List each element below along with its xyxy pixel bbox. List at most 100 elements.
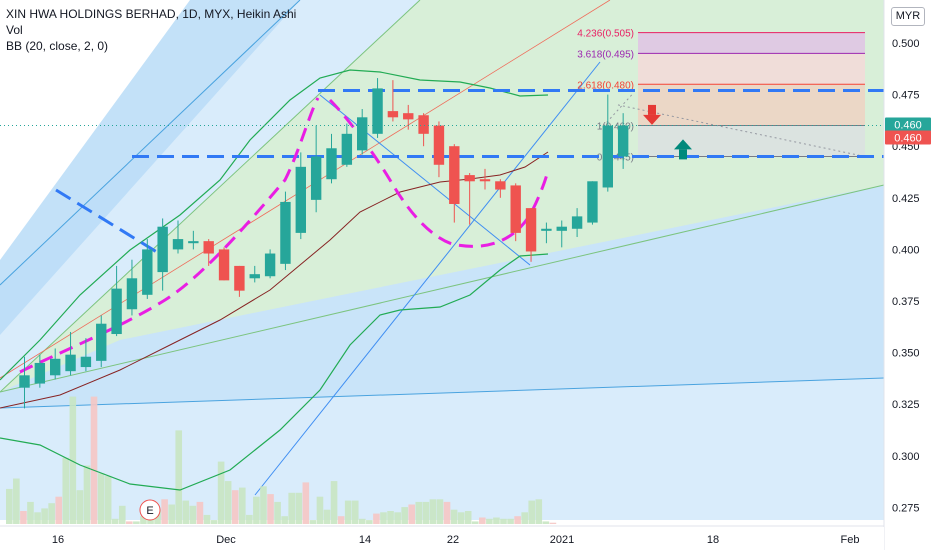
- bullish-candle[interactable]: [34, 362, 46, 384]
- down-trend-line: [319, 94, 531, 266]
- volume-bar: [48, 503, 55, 524]
- time-tick-label: 14: [359, 534, 371, 546]
- volume-bar: [309, 520, 317, 524]
- price-tick-label: 0.425: [892, 193, 920, 205]
- bullish-candle[interactable]: [80, 356, 92, 368]
- volume-bar: [380, 512, 387, 524]
- volume-bar: [436, 499, 444, 524]
- bullish-candle[interactable]: [310, 156, 322, 200]
- candles-layer[interactable]: [19, 78, 629, 409]
- bullish-candle[interactable]: [126, 278, 138, 310]
- volume-bar: [500, 518, 507, 524]
- symbol-title[interactable]: XIN HWA HOLDINGS BERHAD, 1D, MYX, Heikin…: [6, 7, 297, 21]
- volume-bar: [471, 521, 479, 524]
- volume-bar: [111, 518, 119, 524]
- volume-bar: [457, 512, 465, 524]
- bearish-candle[interactable]: [510, 185, 521, 233]
- volume-bar: [231, 490, 239, 524]
- volume-bar: [521, 512, 528, 524]
- volume-bar: [288, 492, 295, 524]
- earnings-event-marker[interactable]: [139, 499, 161, 521]
- volume-bar: [359, 518, 366, 524]
- bullish-candle[interactable]: [295, 166, 306, 233]
- bearish-candle[interactable]: [218, 249, 230, 281]
- bb-lower-band: [0, 253, 549, 491]
- bullish-candle[interactable]: [617, 125, 629, 157]
- bullish-candle[interactable]: [172, 239, 184, 250]
- volume-bar: [274, 501, 281, 524]
- bullish-candle[interactable]: [571, 216, 583, 229]
- bearish-candle[interactable]: [449, 146, 460, 204]
- bullish-candle[interactable]: [157, 226, 168, 273]
- bullish-candle[interactable]: [188, 241, 199, 244]
- bollinger-indicator-label[interactable]: BB (20, close, 2, 0): [6, 39, 109, 53]
- volume-bar: [175, 430, 183, 524]
- bullish-candle[interactable]: [142, 249, 153, 295]
- price-tick-label: 0.475: [892, 90, 920, 102]
- bearish-candle[interactable]: [403, 113, 414, 120]
- bullish-candle[interactable]: [372, 88, 383, 134]
- bullish-candle[interactable]: [602, 125, 613, 188]
- volume-bar: [535, 499, 543, 524]
- bullish-candle[interactable]: [587, 181, 598, 223]
- bearish-candle[interactable]: [387, 111, 399, 118]
- volume-bar: [429, 499, 437, 524]
- bullish-candle[interactable]: [50, 358, 61, 376]
- volume-bar: [493, 517, 500, 524]
- volume-bar: [196, 501, 204, 524]
- up-arrow-icon: [679, 149, 687, 160]
- volume-bar: [253, 496, 260, 524]
- bearish-candle[interactable]: [479, 179, 491, 182]
- volume-bar: [486, 518, 493, 524]
- bullish-candle[interactable]: [341, 133, 353, 165]
- bullish-candle[interactable]: [264, 253, 276, 277]
- fib-level-label: 2.618(0.480): [577, 80, 634, 91]
- volume-bar: [295, 492, 303, 524]
- volume-bar: [549, 522, 557, 524]
- volume-bar: [203, 514, 211, 524]
- bearish-candle[interactable]: [525, 208, 537, 252]
- currency-button[interactable]: MYR: [891, 7, 925, 26]
- volume-bar: [189, 505, 197, 524]
- volume-indicator-label[interactable]: Vol: [6, 23, 23, 37]
- time-tick-label: 22: [447, 534, 459, 546]
- fan-top-line: [0, 0, 421, 393]
- volume-bar: [267, 494, 274, 524]
- time-tick-label: 16: [52, 534, 64, 546]
- bullish-candle[interactable]: [541, 228, 552, 231]
- bearish-candle[interactable]: [495, 181, 506, 190]
- price-tag-label: 0.460: [894, 133, 922, 145]
- price-tick-label: 0.275: [892, 502, 920, 514]
- bullish-candle[interactable]: [65, 354, 76, 372]
- bullish-candle[interactable]: [96, 323, 107, 361]
- fib-level-label: 3.618(0.495): [577, 49, 634, 60]
- bearish-candle[interactable]: [203, 241, 214, 254]
- volume-bar: [450, 509, 458, 524]
- price-tick-label: 0.300: [892, 451, 920, 463]
- up-arrow-icon: [674, 139, 692, 150]
- time-axis-bg: [0, 527, 884, 550]
- bullish-candle[interactable]: [326, 148, 337, 180]
- bearish-candle[interactable]: [418, 115, 429, 134]
- volume-bar: [133, 521, 140, 524]
- bearish-candle[interactable]: [234, 265, 245, 291]
- channel-top-line: [0, 0, 301, 286]
- price-tag-label: 0.460: [894, 120, 922, 132]
- bullish-candle[interactable]: [19, 375, 30, 388]
- bullish-candle[interactable]: [556, 226, 567, 231]
- volume-bar: [330, 481, 338, 524]
- bullish-candle[interactable]: [357, 117, 368, 151]
- volume-bar: [217, 461, 225, 524]
- bullish-candle[interactable]: [111, 288, 122, 335]
- bullish-candle[interactable]: [280, 201, 291, 264]
- volume-bar: [337, 516, 345, 524]
- volume-bar: [246, 514, 253, 524]
- price-axis-bg: [885, 0, 932, 550]
- bullish-candle[interactable]: [249, 274, 260, 279]
- volume-bar: [182, 500, 190, 524]
- bearish-candle[interactable]: [433, 125, 445, 165]
- bearish-candle[interactable]: [464, 175, 475, 182]
- lower-channel-fill: [0, 185, 884, 408]
